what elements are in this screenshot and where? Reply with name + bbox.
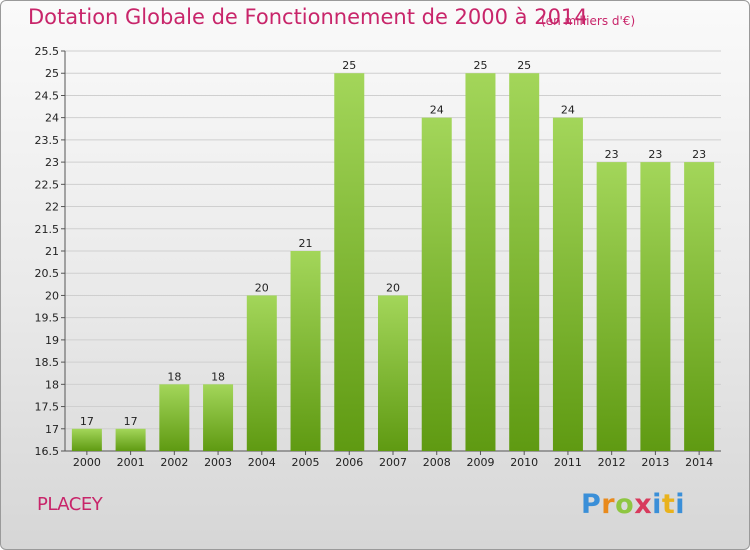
chart-subtitle: (en milliers d'€) <box>541 14 636 28</box>
data-label: 25 <box>473 59 487 72</box>
x-tick-label: 2002 <box>160 456 188 469</box>
x-tick-label: 2006 <box>335 456 363 469</box>
bar <box>552 117 583 452</box>
y-tick-label: 16.5 <box>35 445 60 458</box>
bar <box>246 295 277 451</box>
logo-letter: i <box>652 489 662 520</box>
y-tick-label: 18 <box>45 378 59 391</box>
data-label: 24 <box>430 104 444 117</box>
y-tick-label: 25 <box>45 67 59 80</box>
data-label: 17 <box>124 415 138 428</box>
data-label: 20 <box>386 281 400 294</box>
y-tick-label: 18.5 <box>35 356 60 369</box>
bar <box>509 73 540 451</box>
bar <box>596 162 627 451</box>
bar <box>290 251 321 451</box>
bar <box>334 73 365 451</box>
y-tick-label: 23.5 <box>35 134 60 147</box>
x-tick-labels: 2000 2001 2002 2003 2004 2005 2006 2007 2008 2009… <box>73 456 713 469</box>
data-labels: 17 17 18 18 20 21 25 20 24 25 25 24 23 23 23 <box>80 59 706 428</box>
bar <box>684 162 715 451</box>
y-tick-label: 21 <box>45 245 59 258</box>
y-tick-label: 22.5 <box>35 178 60 191</box>
logo-letter: o <box>615 489 635 520</box>
x-tick-label: 2003 <box>204 456 232 469</box>
data-label: 18 <box>167 370 181 383</box>
data-label: 23 <box>605 148 619 161</box>
bar <box>159 384 190 451</box>
x-tick-label: 2008 <box>423 456 451 469</box>
chart-title: Dotation Globale de Fonctionnement de 20… <box>28 5 588 29</box>
y-tick-label: 21.5 <box>35 223 60 236</box>
y-tick-label: 17 <box>45 423 59 436</box>
bar <box>421 117 452 452</box>
x-tick-label: 2014 <box>685 456 713 469</box>
bar <box>115 428 146 451</box>
data-label: 25 <box>517 59 531 72</box>
y-tick-label: 20 <box>45 289 59 302</box>
logo-letter: t <box>661 489 676 520</box>
data-label: 23 <box>648 148 662 161</box>
data-label: 17 <box>80 415 94 428</box>
logo-letter: P <box>581 489 602 520</box>
x-tick-label: 2010 <box>510 456 538 469</box>
x-tick-label: 2009 <box>466 456 494 469</box>
logo-letter: x <box>634 489 653 520</box>
data-label: 20 <box>255 281 269 294</box>
y-tick-label: 19.5 <box>35 312 60 325</box>
data-label: 25 <box>342 59 356 72</box>
x-tick-label: 2001 <box>117 456 145 469</box>
y-tick-label: 24 <box>45 112 59 125</box>
bar <box>640 162 671 451</box>
y-tick-labels: 16.5 17 17.5 18 18.5 19 19.5 20 20.5 21 21.5 22 22.5… <box>35 45 60 458</box>
logo-letter: i <box>675 489 686 520</box>
y-tick-label: 23 <box>45 156 59 169</box>
x-tick-label: 2013 <box>641 456 669 469</box>
bar <box>203 384 234 451</box>
y-tick-label: 24.5 <box>35 89 60 102</box>
x-tick-label: 2007 <box>379 456 407 469</box>
x-tick-label: 2000 <box>73 456 101 469</box>
y-tick-label: 22 <box>45 201 59 214</box>
bar <box>465 73 496 451</box>
x-tick-label: 2005 <box>292 456 320 469</box>
data-label: 21 <box>299 237 313 250</box>
y-tick-label: 19 <box>45 334 59 347</box>
x-tick-label: 2004 <box>248 456 276 469</box>
bar <box>378 295 408 451</box>
data-label: 24 <box>561 104 575 117</box>
data-label: 23 <box>692 148 706 161</box>
logo-letter: r <box>601 489 616 520</box>
x-tick-label: 2012 <box>598 456 626 469</box>
y-tick-label: 25.5 <box>35 45 60 58</box>
data-label: 18 <box>211 370 225 383</box>
place-name: PLACEY <box>37 494 103 515</box>
y-tick-label: 20.5 <box>35 267 60 280</box>
x-tick-label: 2011 <box>554 456 582 469</box>
y-tick-label: 17.5 <box>35 401 60 414</box>
bars <box>71 73 715 452</box>
proxiti-logo[interactable]: Proxiti <box>581 489 685 520</box>
bar <box>71 428 102 451</box>
